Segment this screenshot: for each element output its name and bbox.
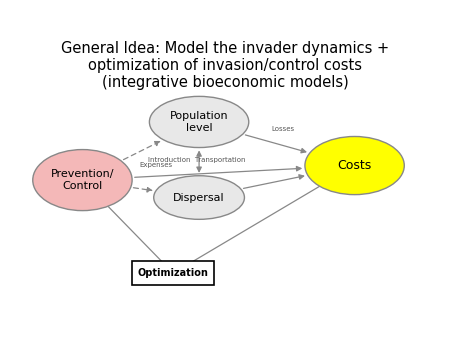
Text: Population
level: Population level	[170, 111, 229, 133]
Text: Introduction  Transportation: Introduction Transportation	[148, 157, 246, 163]
Text: General Idea: Model the invader dynamics +
optimization of invasion/control cost: General Idea: Model the invader dynamics…	[61, 41, 389, 90]
Ellipse shape	[33, 149, 132, 211]
Ellipse shape	[149, 96, 249, 147]
Text: Prevention/
Control: Prevention/ Control	[51, 169, 114, 191]
Text: Optimization: Optimization	[138, 268, 209, 278]
FancyBboxPatch shape	[132, 262, 214, 285]
Text: Dispersal: Dispersal	[173, 193, 225, 202]
Ellipse shape	[305, 137, 404, 195]
Text: Expenses: Expenses	[140, 162, 172, 168]
Text: Losses: Losses	[272, 126, 295, 132]
Ellipse shape	[154, 176, 244, 219]
Text: Costs: Costs	[338, 159, 372, 172]
